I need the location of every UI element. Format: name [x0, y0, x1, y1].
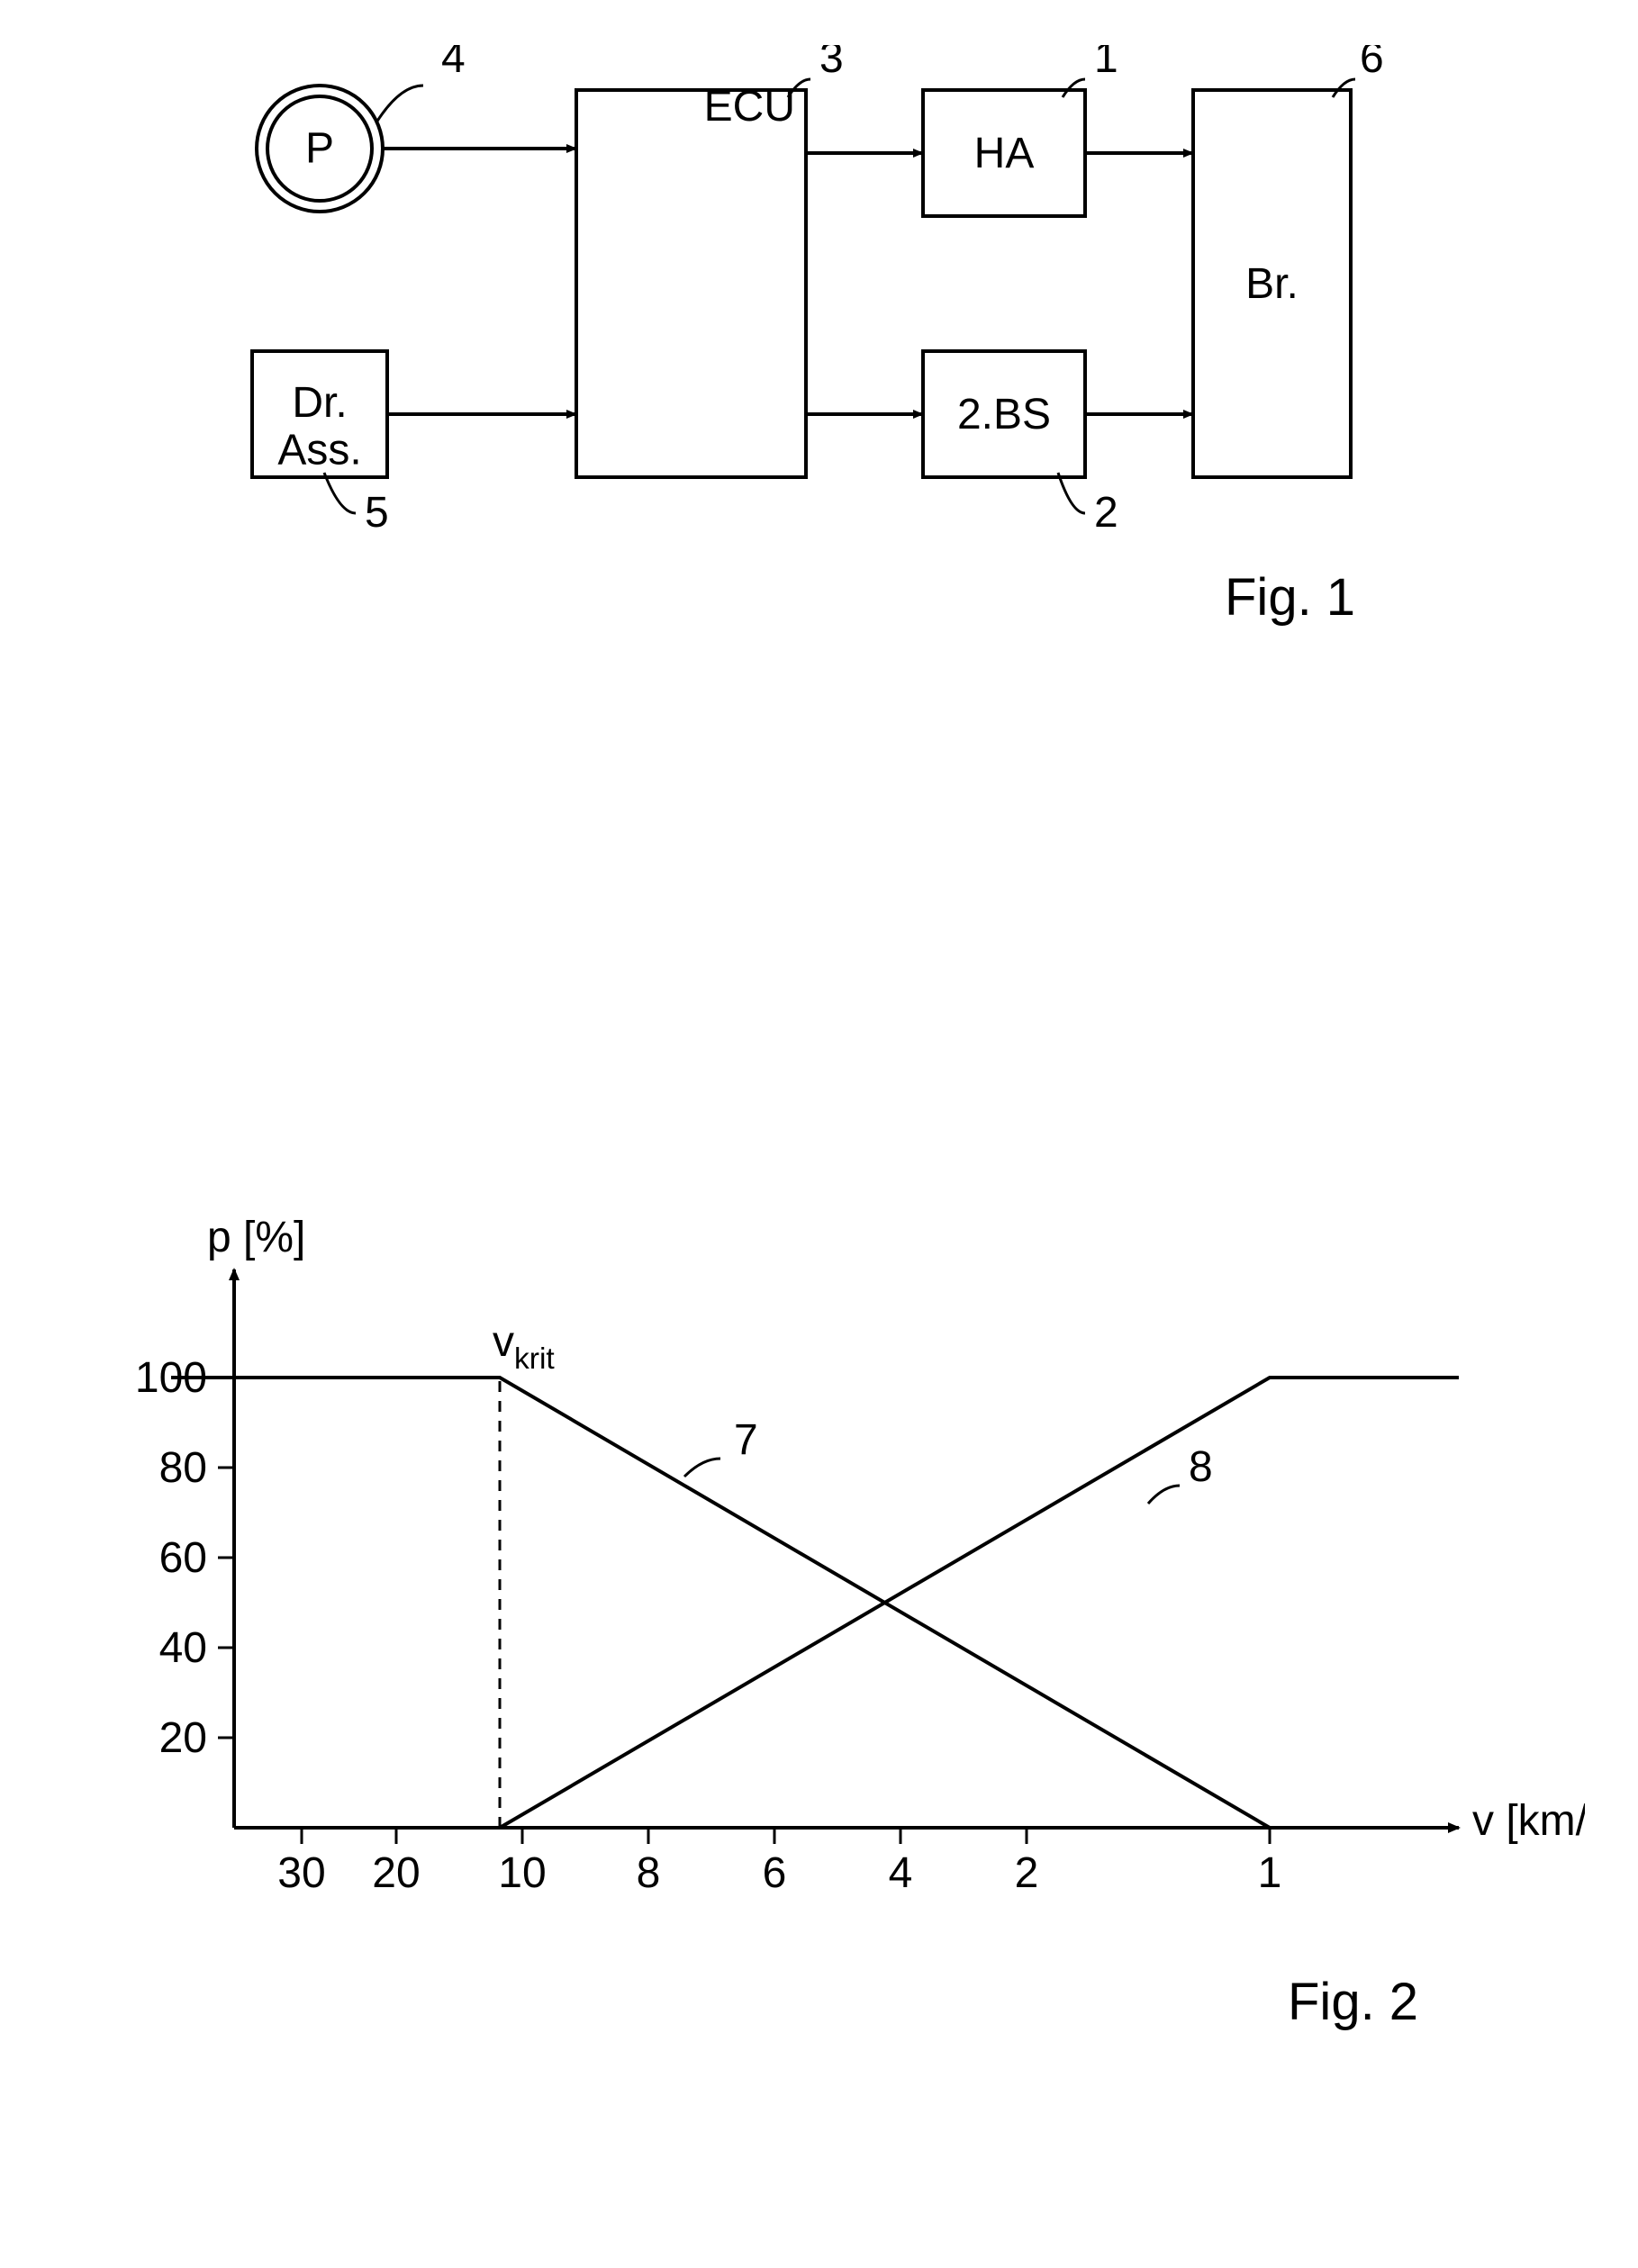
callout-num-DrA: 5	[365, 489, 389, 537]
x-tick-label: 30	[277, 1849, 325, 1897]
x-tick-label: 8	[637, 1849, 661, 1897]
callout-num-HA: 1	[1094, 45, 1118, 82]
y-axis-label: p [%]	[207, 1215, 305, 1261]
page: P 4 ECU 3 HA 1 2.BS 2 Br. 6 Dr.Ass.5 Fig. 1 v [km/…	[0, 0, 1638, 2268]
x-axis-label: v [km/h]	[1472, 1797, 1585, 1845]
x-tick-label: 4	[889, 1849, 913, 1897]
series-label-8: 8	[1189, 1443, 1213, 1491]
series-label-7: 7	[734, 1416, 758, 1464]
node-label-HA: HA	[974, 130, 1035, 177]
series-7	[171, 1378, 1270, 1828]
fig2-caption: Fig. 2	[1288, 1972, 1418, 2032]
x-tick-label: 20	[372, 1849, 420, 1897]
y-tick-label: 60	[159, 1534, 207, 1582]
x-tick-label: 6	[763, 1849, 787, 1897]
callout-lead-P	[376, 86, 423, 122]
y-tick-label: 20	[159, 1714, 207, 1762]
vkrit-label: vkrit	[493, 1318, 555, 1376]
y-tick-label: 40	[159, 1624, 207, 1672]
node-label-P: P	[305, 125, 334, 173]
x-tick-label: 1	[1258, 1849, 1282, 1897]
x-tick-label: 2	[1015, 1849, 1039, 1897]
series-lead-7	[684, 1459, 720, 1477]
callout-num-Br: 6	[1360, 45, 1384, 82]
fig2-chart: v [km/h]p [%]2040608010030201086421vkrit…	[54, 1215, 1585, 1981]
node-label-Br: Br.	[1245, 260, 1299, 308]
series-8	[500, 1378, 1459, 1828]
node-label-DrA: Dr.Ass.	[277, 378, 361, 474]
callout-num-P: 4	[441, 45, 466, 82]
node-ECU	[576, 90, 806, 477]
node-label-ECU: ECU	[704, 83, 795, 131]
y-tick-label: 80	[159, 1444, 207, 1492]
series-lead-8	[1148, 1486, 1180, 1504]
callout-num-ECU: 3	[819, 45, 844, 82]
x-tick-label: 10	[498, 1849, 546, 1897]
node-label-BS2: 2.BS	[957, 391, 1051, 438]
callout-num-BS2: 2	[1094, 489, 1118, 537]
fig1-caption: Fig. 1	[1225, 567, 1355, 628]
